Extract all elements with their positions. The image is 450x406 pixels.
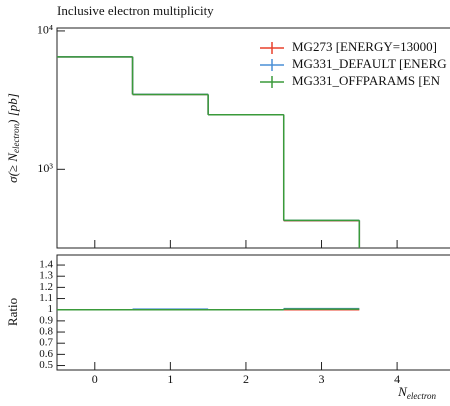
- y-tick-label: 1: [48, 303, 54, 315]
- y-tick-label: 0.6: [39, 348, 53, 360]
- x-label-part: N: [397, 384, 408, 399]
- y-tick-label: 10³: [37, 161, 53, 175]
- plot-frame: [56, 254, 450, 371]
- x-tick-label: 1: [167, 372, 173, 386]
- legend-label: MG331_OFFPARAMS [EN: [292, 73, 441, 88]
- y-label-part: σ(≥ N: [5, 152, 20, 183]
- plot-frame: [56, 27, 450, 249]
- ratio-axis-label: Ratio: [5, 298, 20, 326]
- y-label-part: ) [pb]: [5, 93, 20, 125]
- y-axis-label: σ(≥ Nelectron) [pb]: [5, 93, 21, 183]
- x-tick-label: 4: [394, 372, 400, 386]
- legend-label: MG273 [ENERGY=13000]: [292, 39, 437, 54]
- y-tick-label: 1.1: [39, 292, 53, 304]
- y-tick-label: 0.5: [39, 359, 53, 371]
- x-tick-label: 0: [92, 372, 98, 386]
- x-tick-label: 3: [319, 372, 325, 386]
- x-tick-label: 2: [243, 372, 249, 386]
- y-tick-label: 1.2: [39, 281, 53, 293]
- y-label-sub: electron: [11, 123, 21, 153]
- y-tick-label: 1.4: [39, 259, 53, 271]
- legend-label: MG331_DEFAULT [ENERG: [292, 56, 447, 71]
- y-tick-label: 10⁴: [37, 23, 53, 37]
- y-tick-label: 1.3: [39, 270, 53, 282]
- y-tick-label: 0.7: [39, 337, 53, 349]
- y-tick-label: 0.8: [39, 326, 53, 338]
- x-label-sub: electron: [407, 391, 437, 401]
- chart-title: Inclusive electron multiplicity: [57, 3, 214, 18]
- x-axis-label: Nelectron: [397, 384, 436, 401]
- y-tick-label: 0.9: [39, 314, 53, 326]
